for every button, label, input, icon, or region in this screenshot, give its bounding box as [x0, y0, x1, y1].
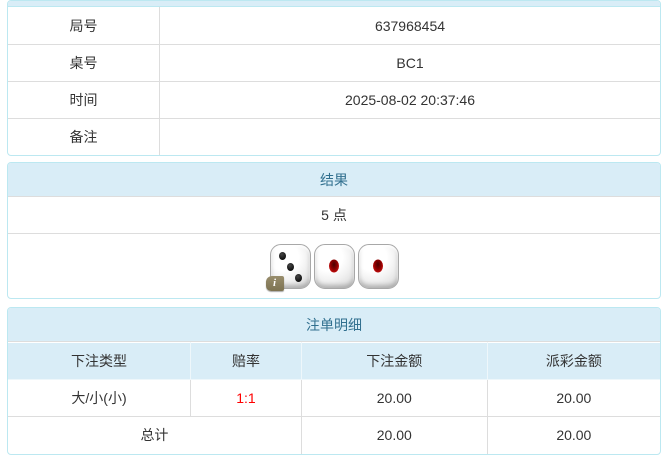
odds-cell: 1:1	[190, 379, 302, 417]
info-row-game-id: 局号 637968454	[8, 7, 660, 44]
col-header-bet-amount: 下注金额	[300, 342, 488, 380]
table-id-label: 桌号	[8, 45, 160, 81]
info-row-time: 时间 2025-08-02 20:37:46	[8, 81, 660, 118]
result-panel: 结果 5 点 i	[7, 162, 661, 299]
time-value: 2025-08-02 20:37:46	[345, 92, 475, 108]
bet-panel-title: 注单明细	[8, 308, 660, 342]
die-2-one-pip	[313, 243, 355, 289]
total-payout-amount-cell: 20.00	[486, 416, 660, 454]
bet-row: 大/小(小) 1:1 20.00 20.00	[8, 379, 660, 417]
panel-top-strip	[8, 1, 660, 7]
die-pip-icon	[278, 251, 286, 260]
col-header-bet-type: 下注类型	[8, 342, 192, 380]
col-header-payout-amount: 派彩金额	[486, 342, 660, 380]
dice-row: i	[8, 234, 660, 298]
bet-type-cell: 大/小(小)	[8, 379, 192, 417]
die-red-pip-icon	[329, 259, 339, 273]
time-label: 时间	[8, 82, 160, 118]
result-panel-title: 结果	[8, 163, 660, 197]
info-row-remark: 备注	[8, 118, 660, 155]
total-bet-amount-cell: 20.00	[300, 416, 488, 454]
die-pip-icon	[286, 262, 294, 271]
bet-table-header-row: 下注类型 赔率 下注金额 派彩金额	[8, 342, 660, 380]
payout-amount-cell: 20.00	[486, 379, 660, 417]
info-badge-icon[interactable]: i	[265, 275, 284, 291]
col-header-odds: 赔率	[190, 342, 302, 380]
total-row: 总计 20.00 20.00	[8, 416, 660, 454]
die-red-pip-icon	[373, 259, 383, 273]
bet-table: 下注类型 赔率 下注金额 派彩金额 大/小(小) 1:1 20.00 20.00…	[8, 342, 660, 454]
die-3-one-pip	[357, 243, 399, 289]
table-id-value: BC1	[396, 55, 424, 71]
die-1-three-pips: i	[265, 243, 311, 291]
game-id-label: 局号	[8, 7, 160, 44]
bet-amount-cell: 20.00	[300, 379, 488, 417]
remark-label: 备注	[8, 119, 160, 155]
result-points: 5 点	[8, 197, 660, 234]
game-id-value: 637968454	[374, 17, 446, 34]
info-row-table-id: 桌号 BC1	[8, 44, 660, 81]
game-info-panel: 局号 637968454 桌号 BC1 时间 2025-08-02 20:37:…	[7, 0, 661, 156]
total-label-cell: 总计	[8, 416, 302, 454]
die-pip-icon	[294, 273, 302, 282]
bet-detail-panel: 注单明细 下注类型 赔率 下注金额 派彩金额 大/小(小) 1:1 20.00 …	[7, 307, 661, 455]
remark-value	[160, 119, 660, 155]
